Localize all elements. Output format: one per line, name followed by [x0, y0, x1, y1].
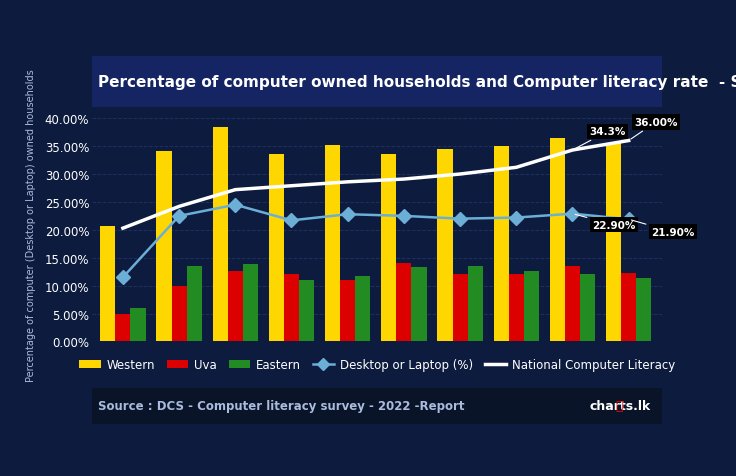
- Bar: [621, 273, 636, 342]
- Bar: [116, 314, 130, 342]
- Text: Source : DCS - Computer literacy survey - 2022 -Report: Source : DCS - Computer literacy survey …: [98, 400, 464, 413]
- Bar: [243, 265, 258, 342]
- Text: charts.lk: charts.lk: [590, 400, 651, 413]
- Bar: [636, 279, 651, 342]
- Bar: [213, 127, 227, 342]
- Legend: Western, Uva, Eastern, Desktop or Laptop (%), National Computer Literacy: Western, Uva, Eastern, Desktop or Laptop…: [74, 354, 680, 377]
- Bar: [130, 308, 146, 342]
- Bar: [524, 271, 539, 342]
- Text: 21.90%: 21.90%: [631, 220, 695, 238]
- Bar: [494, 146, 509, 342]
- Bar: [381, 155, 396, 342]
- Text: 36.00%: 36.00%: [631, 118, 678, 139]
- Bar: [269, 155, 284, 342]
- Bar: [171, 286, 187, 342]
- Bar: [227, 271, 243, 342]
- Bar: [580, 275, 595, 342]
- Text: Percentage of computer owned households and Computer literacy rate  - Sri Lanka: Percentage of computer owned households …: [98, 75, 736, 90]
- Bar: [396, 264, 411, 342]
- Text: 🔥: 🔥: [615, 400, 623, 413]
- Bar: [411, 268, 427, 342]
- Text: 34.3%: 34.3%: [575, 127, 626, 149]
- Bar: [550, 139, 565, 342]
- Bar: [565, 267, 580, 342]
- Bar: [355, 277, 370, 342]
- Y-axis label: Percentage of computer (Desktop or Laptop) owned households: Percentage of computer (Desktop or Lapto…: [26, 69, 36, 381]
- Bar: [509, 275, 524, 342]
- Bar: [437, 149, 453, 342]
- Bar: [156, 152, 171, 342]
- Bar: [299, 280, 314, 342]
- Bar: [284, 275, 299, 342]
- Bar: [340, 280, 355, 342]
- Bar: [453, 275, 467, 342]
- Bar: [606, 144, 621, 342]
- Bar: [467, 267, 483, 342]
- Text: 22.90%: 22.90%: [575, 215, 635, 230]
- Bar: [325, 146, 340, 342]
- Bar: [100, 227, 116, 342]
- Bar: [187, 267, 202, 342]
